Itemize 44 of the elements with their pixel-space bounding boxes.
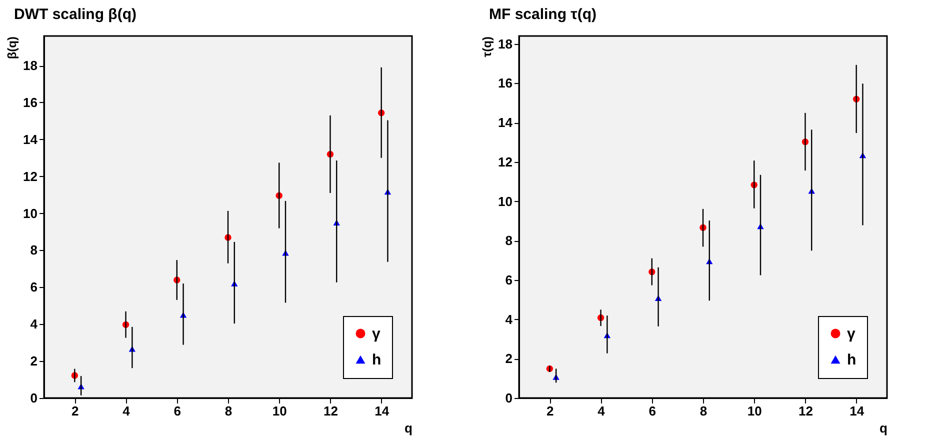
x-tick-label: 2 [546, 404, 554, 418]
y-tick-label: 12 [498, 154, 512, 170]
x-tick-label: 4 [122, 404, 131, 418]
y-tick-label: 12 [23, 168, 38, 184]
legend-label: γ [847, 326, 856, 342]
y-tick-label: 18 [23, 58, 38, 74]
y-tick-label: 8 [505, 233, 512, 248]
x-tick-label: 4 [598, 404, 606, 418]
legend-label: γ [372, 326, 381, 342]
y-tick-label: 8 [30, 242, 38, 258]
x-axis-title: q [880, 420, 888, 436]
x-tick-label: 6 [174, 404, 182, 418]
y-tick-label: 4 [30, 316, 38, 332]
y-tick-label: 6 [505, 272, 512, 288]
x-tick-label: 14 [850, 404, 865, 418]
y-tick-label: 10 [498, 194, 512, 209]
x-tick-label: 6 [648, 404, 656, 418]
y-tick-label: 0 [505, 390, 512, 406]
y-tick-label: 16 [498, 76, 512, 91]
x-tick-label: 12 [323, 404, 338, 418]
chart-title: DWT scaling β(q) [14, 6, 136, 23]
y-axis-title: β(q) [5, 36, 20, 60]
legend-label: h [847, 352, 856, 368]
y-tick-label: 18 [498, 36, 512, 52]
x-tick-label: 10 [747, 404, 762, 418]
y-tick-label: 4 [505, 312, 514, 327]
y-tick-label: 14 [23, 132, 38, 147]
x-tick-label: 8 [700, 404, 708, 418]
x-tick-label: 12 [798, 404, 813, 418]
x-tick-label: 8 [224, 404, 232, 418]
y-axis-title: τ(q) [480, 36, 494, 58]
y-tick-label: 0 [30, 390, 38, 406]
legend-label: h [372, 352, 382, 368]
y-tick-label: 2 [505, 351, 512, 366]
y-tick-label: 6 [30, 280, 38, 295]
x-axis-title: q [404, 420, 413, 436]
x-tick-label: 14 [374, 404, 390, 418]
chart-title: MF scaling τ(q) [489, 6, 597, 23]
y-tick-label: 10 [23, 206, 38, 221]
y-tick-label: 14 [498, 115, 514, 130]
y-tick-label: 2 [30, 354, 38, 369]
y-tick-label: 16 [23, 94, 38, 110]
x-tick-label: 10 [272, 404, 287, 418]
x-tick-label: 2 [72, 404, 79, 418]
